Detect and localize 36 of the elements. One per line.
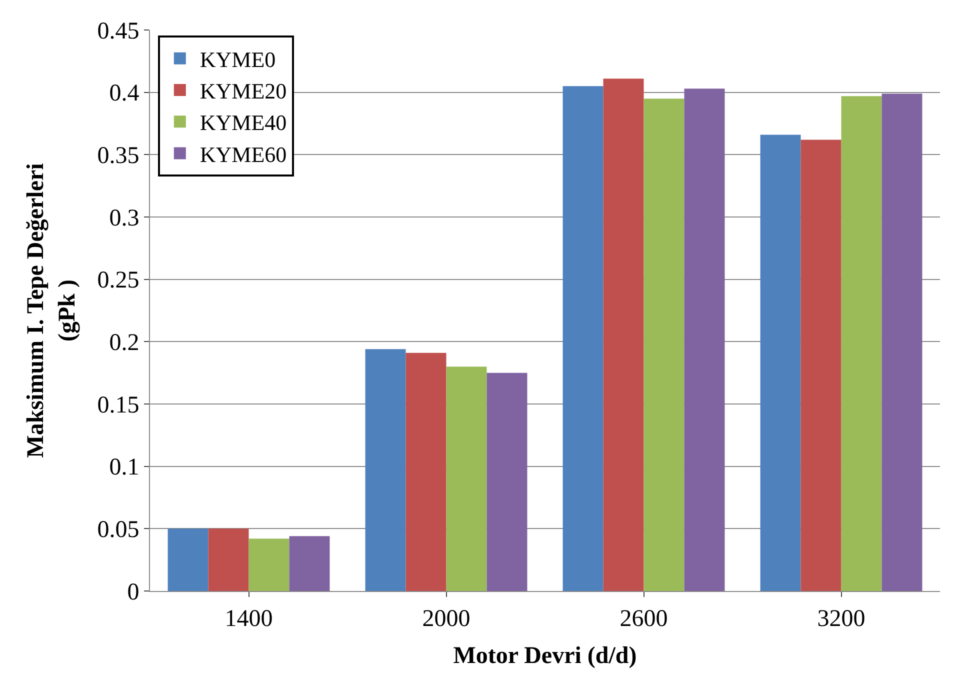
y-tick-label: 0.05 xyxy=(97,517,140,544)
bar xyxy=(882,94,922,591)
y-tick-label: 0.35 xyxy=(97,143,140,170)
bar xyxy=(800,140,842,591)
legend-label: KYME0 xyxy=(200,46,276,72)
y-tick-label: 0.3 xyxy=(109,205,140,232)
legend-label: KYME20 xyxy=(200,78,287,104)
bar xyxy=(760,134,801,591)
bar xyxy=(446,366,487,591)
y-tick-label: 0.45 xyxy=(97,18,140,44)
x-tick-label: 2000 xyxy=(422,606,470,632)
x-tick-label: 1400 xyxy=(224,606,273,632)
bar xyxy=(168,528,208,591)
y-tick-label: 0 xyxy=(127,579,140,606)
x-tick-label: 2600 xyxy=(620,606,668,632)
bar xyxy=(644,98,684,591)
bar xyxy=(208,528,249,591)
bar xyxy=(289,536,330,591)
y-axis-title: Maksimum I. Tepe Değerleri (gPk ) xyxy=(23,162,80,458)
legend-label: KYME40 xyxy=(200,110,287,136)
x-tick-label: 3200 xyxy=(817,606,866,632)
bar xyxy=(603,78,644,591)
bar xyxy=(684,88,725,591)
bar xyxy=(562,86,604,591)
x-axis-title: Motor Devri (d/d) xyxy=(453,643,637,670)
y-tick-label: 0.4 xyxy=(109,80,140,107)
y-tick-label: 0.25 xyxy=(97,268,140,294)
bar xyxy=(365,349,406,591)
bar xyxy=(486,372,528,591)
y-tick-label: 0.1 xyxy=(109,454,140,481)
y-tick-label: 0.15 xyxy=(97,392,140,418)
bar xyxy=(406,352,446,591)
bar xyxy=(248,538,290,591)
y-tick-label: 0.2 xyxy=(109,330,140,356)
bar xyxy=(841,96,882,591)
legend-label: KYME60 xyxy=(200,142,287,167)
